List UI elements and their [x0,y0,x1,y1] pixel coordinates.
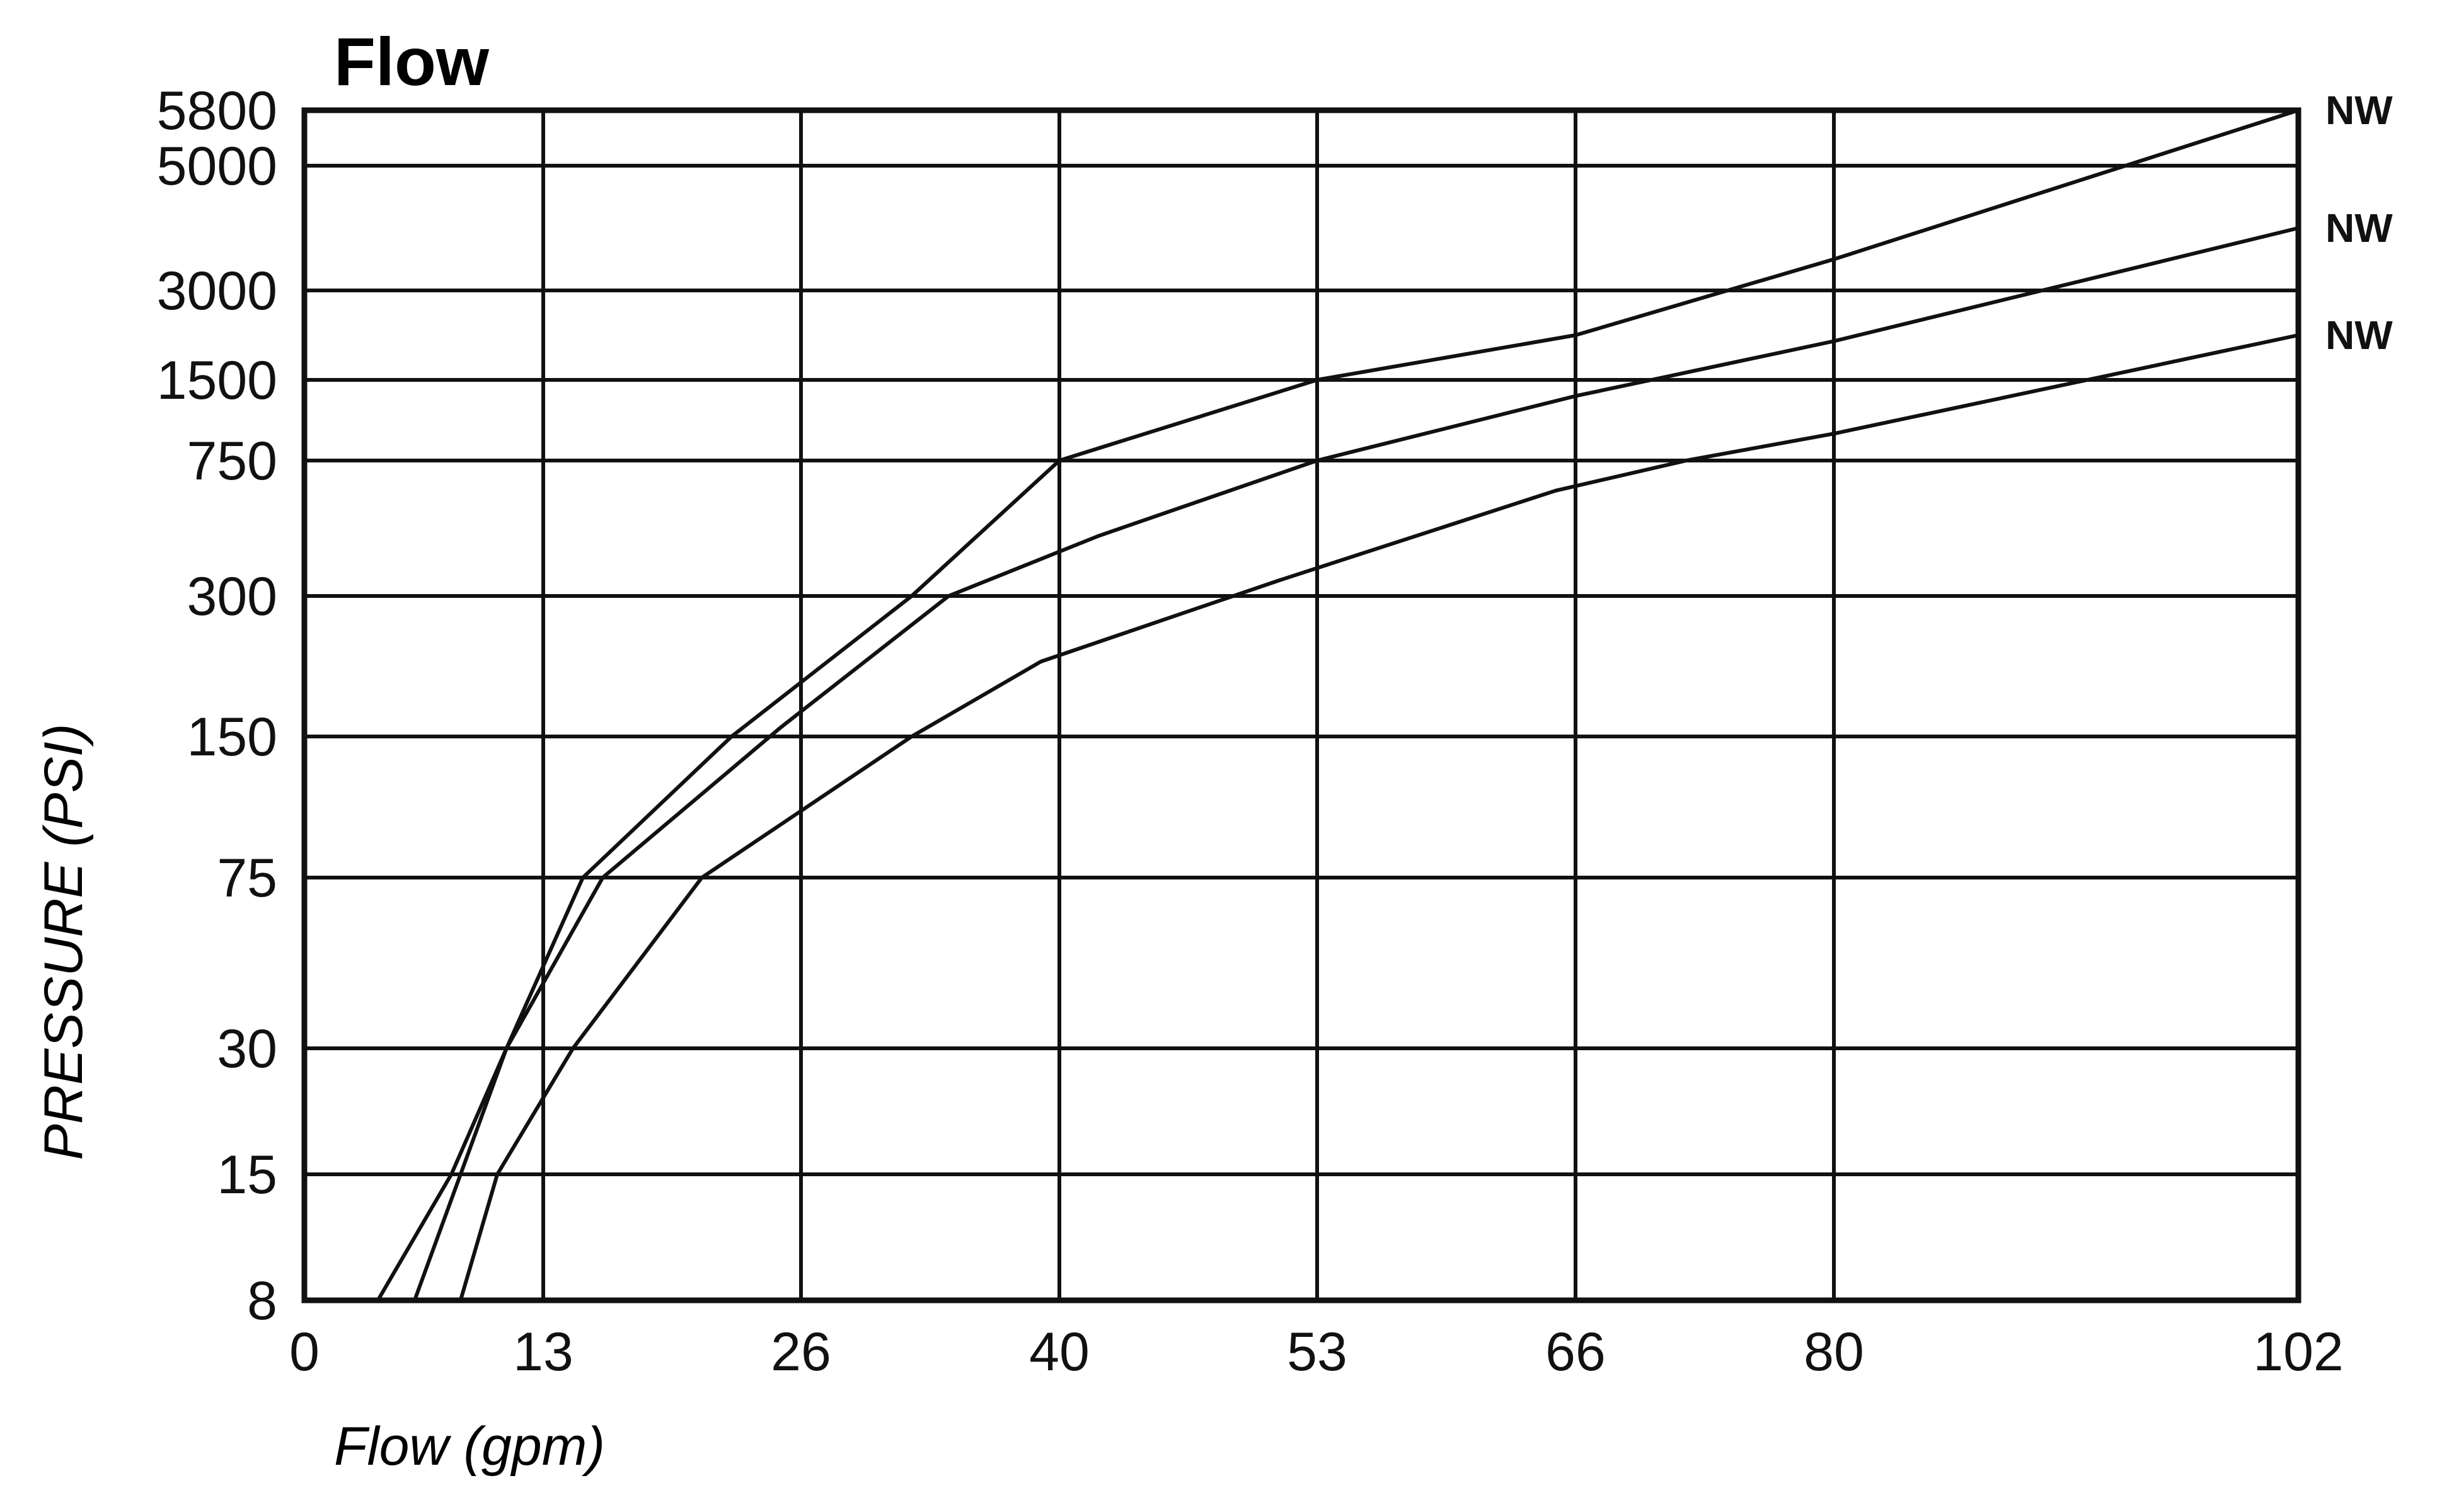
y-tick-label: 8 [247,1271,277,1331]
x-tick-label: 26 [771,1322,831,1382]
x-tick-label: 80 [1804,1322,1864,1382]
y-tick-label: 300 [187,566,278,627]
plot-frame [301,107,2302,1303]
x-tick-label: 66 [1545,1322,1606,1382]
y-tick-label: 750 [187,431,278,491]
series-label-2: NW [2325,205,2393,251]
x-axis-label: Flow (gpm) [334,1416,605,1477]
y-tick-label: 3000 [157,261,277,321]
x-tick-labels: 0 13 26 40 53 66 80 102 [289,1322,2344,1382]
series-labels: NW NW NW [2325,88,2393,358]
y-tick-label: 5000 [157,136,277,197]
series-line-2 [413,226,2299,1302]
series-label-1: NW [2325,88,2393,133]
y-tick-label: 5800 [157,81,277,141]
chart-title: Flow [334,23,490,100]
x-tick-label: 0 [289,1322,320,1382]
y-tick-label: 75 [217,848,277,908]
grid [304,110,2298,1300]
x-tick-label: 13 [513,1322,573,1382]
y-tick-label: 1500 [157,350,277,411]
x-tick-label: 53 [1287,1322,1347,1382]
series-lines [376,108,2299,1302]
series-line-3 [458,333,2299,1301]
series-label-3: NW [2325,312,2393,358]
y-tick-label: 30 [217,1019,277,1079]
y-tick-label: 150 [187,707,278,767]
x-tick-label: 102 [2253,1322,2344,1382]
series-line-1 [376,108,2299,1302]
y-axis-label: PRESSURE (PSI) [33,724,94,1160]
x-tick-label: 40 [1029,1322,1090,1382]
y-tick-label: 15 [217,1145,277,1205]
